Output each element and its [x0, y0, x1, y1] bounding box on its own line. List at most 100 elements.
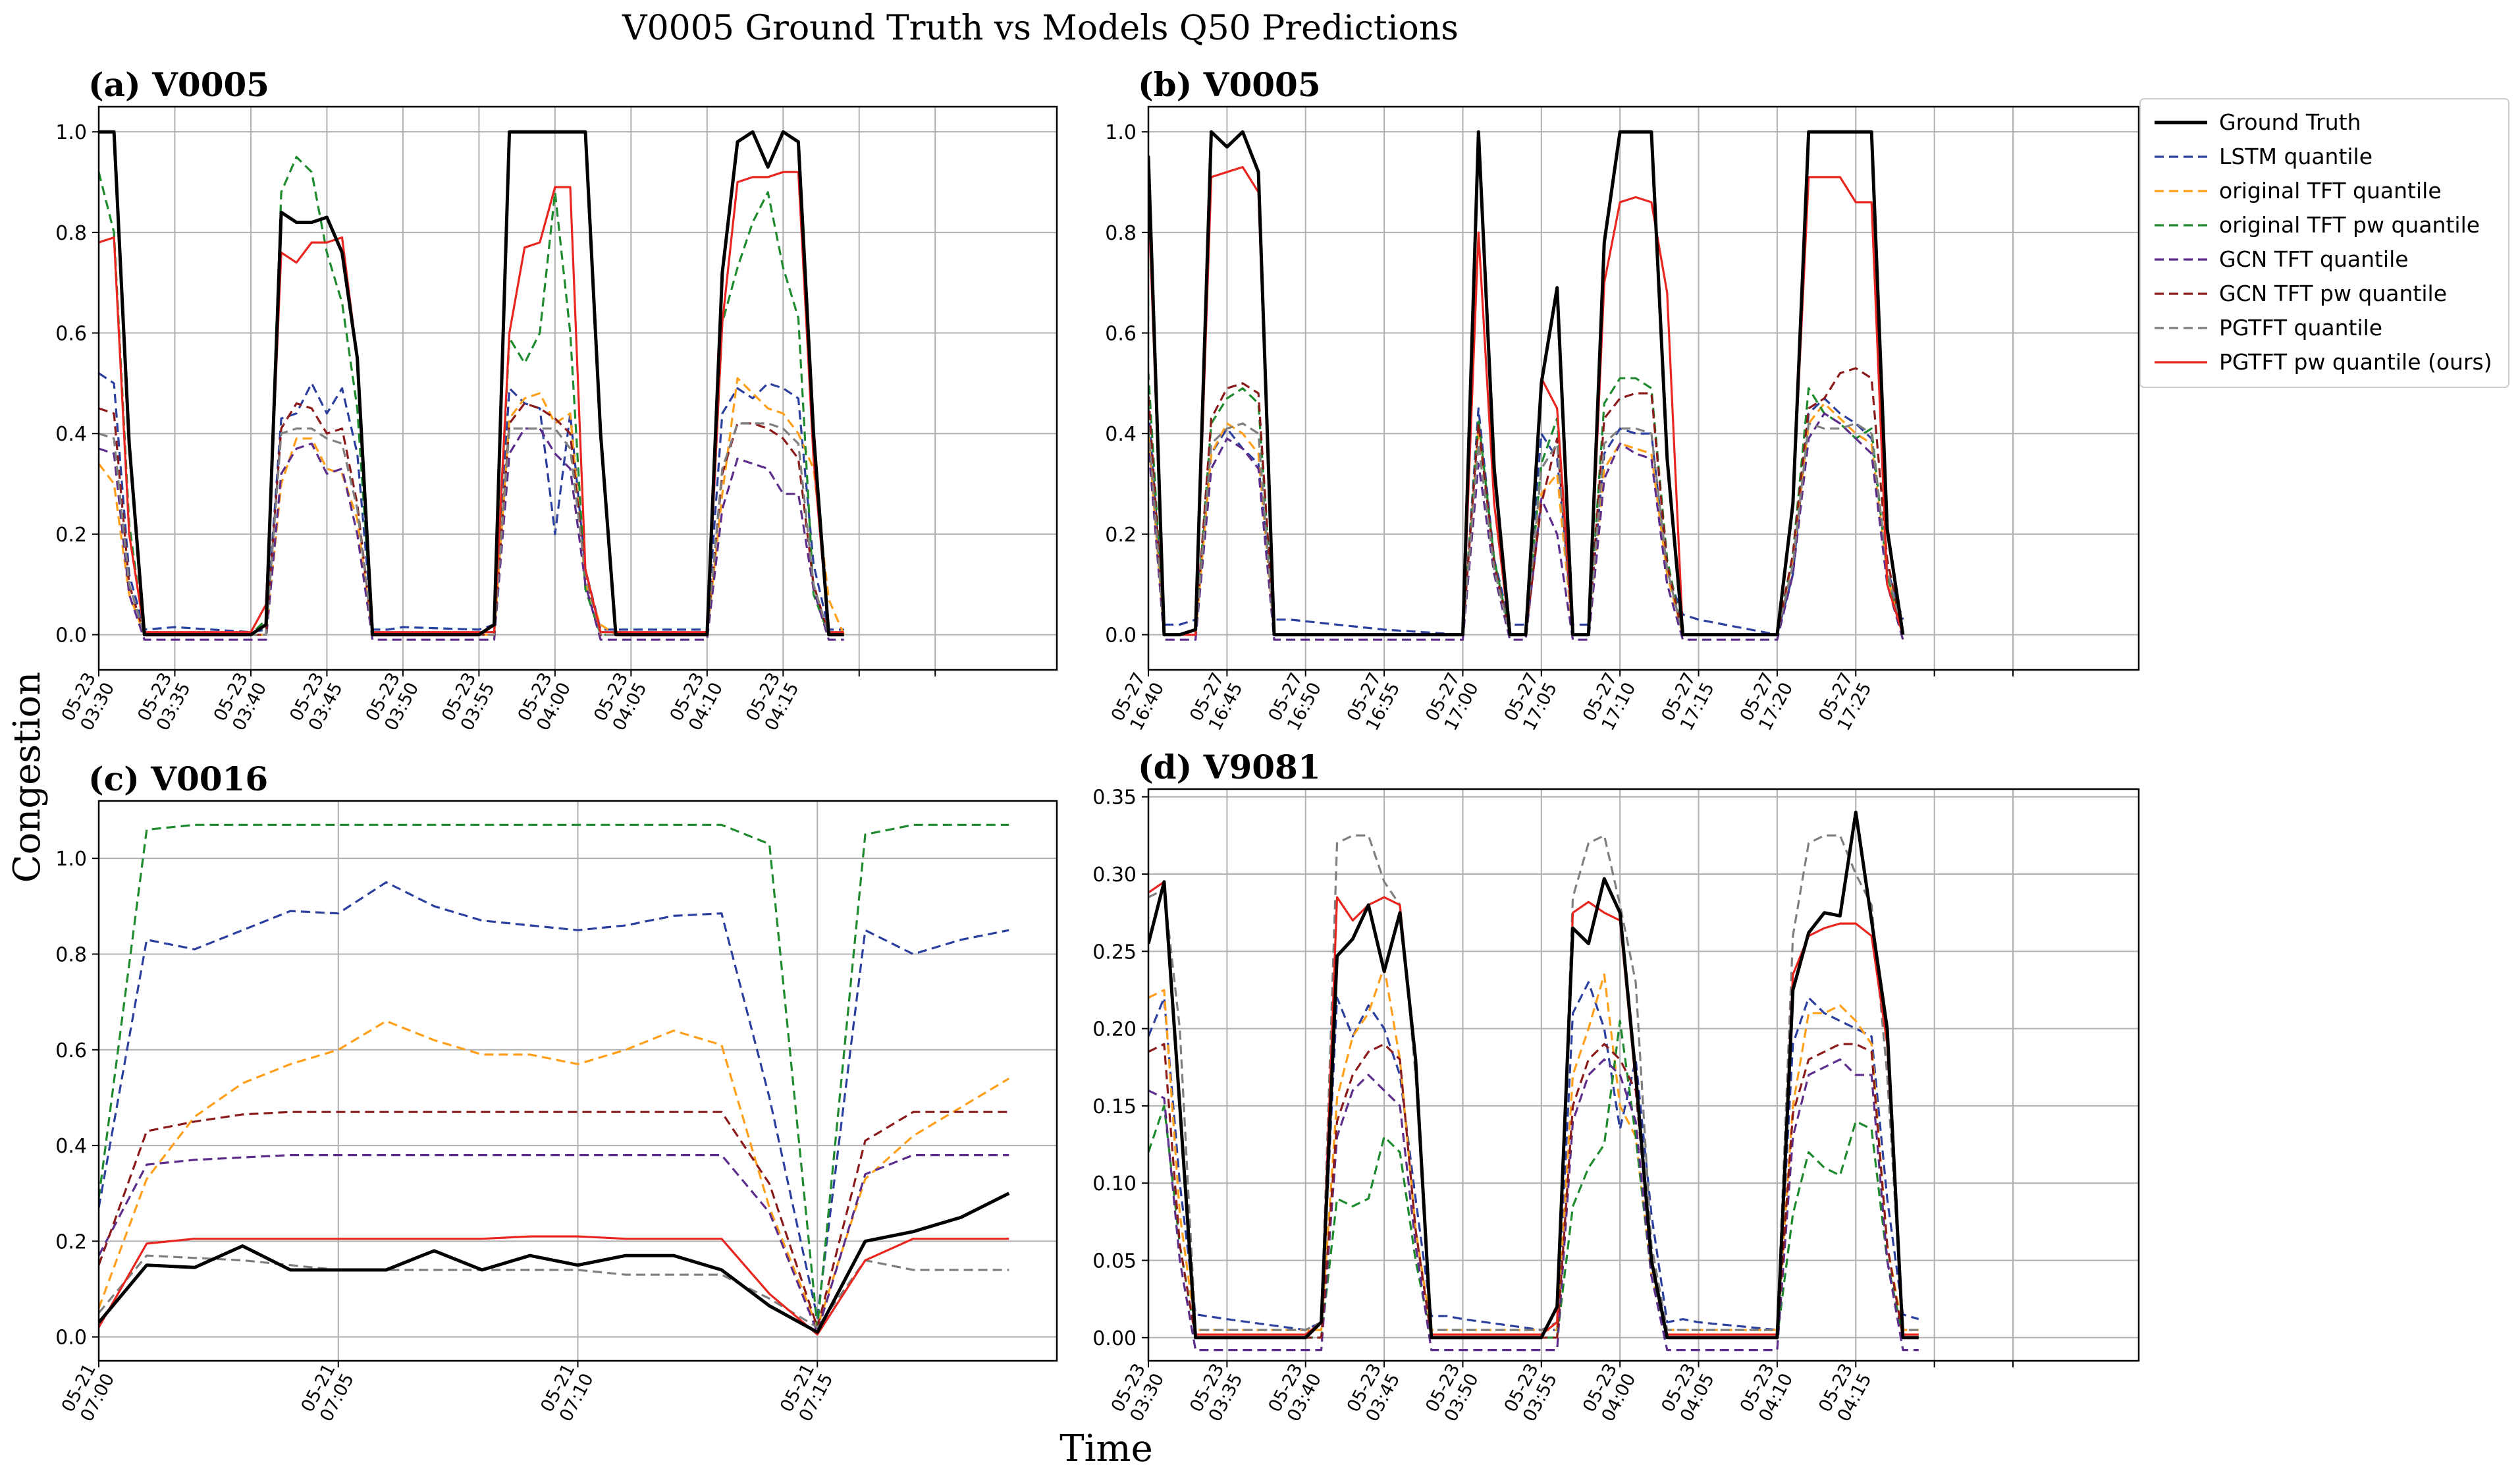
series-line-original-tft-pw-quantile	[99, 823, 1009, 1329]
y-tick-label: 0.0	[55, 624, 87, 647]
panel-title: (d) V9081	[1138, 748, 1321, 786]
axes-frame	[1147, 105, 2140, 671]
y-tick-label: 0.0	[1105, 624, 1137, 647]
series-line-original-tft-pw-quantile	[1148, 371, 1904, 636]
series-line-gcn-tft-pw-quantile	[1148, 367, 1904, 636]
series-line-lstm-quantile	[99, 881, 1009, 1319]
figure-title: V0005 Ground Truth vs Models Q50 Predict…	[622, 9, 1459, 48]
legend-label: original TFT pw quantile	[2219, 212, 2480, 238]
series-line-original-tft-quantile	[1148, 966, 1919, 1331]
series-line-gcn-tft-quantile	[99, 1153, 1009, 1334]
series-line-gcn-tft-quantile	[99, 427, 844, 641]
series-line-lstm-quantile	[1148, 397, 1904, 636]
axes-frame	[1147, 788, 2140, 1362]
series-line-ground-truth	[1148, 810, 1919, 1340]
legend-label: PGTFT quantile	[2219, 315, 2382, 341]
series-group	[1148, 130, 1905, 641]
series-line-ground-truth	[99, 130, 844, 637]
y-tick-label: 0.4	[55, 1135, 87, 1158]
y-tick-label: 1.0	[55, 848, 87, 871]
y-tick-label: 1.0	[1105, 121, 1137, 144]
series-line-pgtft-quantile	[99, 1254, 1009, 1329]
y-tick-label: 0.20	[1092, 1018, 1137, 1041]
y-axis-label: Congestion	[6, 672, 49, 883]
y-tick-label: 0.25	[1092, 941, 1137, 964]
y-tick-label: 0.30	[1092, 864, 1137, 887]
series-line-gcn-tft-quantile	[1148, 412, 1904, 641]
legend: Ground Truth LSTM quantile original TFT qu…	[2139, 98, 2509, 388]
legend-label: PGTFT pw quantile (ours)	[2219, 349, 2492, 375]
series-line-original-tft-quantile	[99, 377, 845, 636]
y-tick-label: 0.2	[1105, 524, 1137, 547]
legend-label: Ground Truth	[2219, 109, 2361, 135]
legend-label: LSTM quantile	[2219, 144, 2373, 169]
series-line-pgtft-quantile	[1148, 834, 1919, 1331]
series-group	[1148, 810, 1919, 1352]
legend-box	[2139, 98, 2509, 388]
series-line-gcn-tft-pw-quantile	[99, 402, 844, 636]
series-line-lstm-quantile	[1148, 981, 1919, 1331]
series-line-pgtft-pw-quantile-ours	[99, 1235, 1009, 1336]
axes-frame	[97, 105, 1058, 671]
y-tick-label: 0.10	[1092, 1172, 1137, 1195]
y-tick-label: 0.6	[55, 323, 87, 346]
y-tick-label: 0.8	[55, 222, 87, 245]
panel-title: (b) V0005	[1138, 65, 1321, 104]
y-tick-label: 0.6	[55, 1039, 87, 1062]
y-tick-label: 0.35	[1092, 786, 1137, 810]
y-tick-label: 0.6	[1105, 323, 1137, 346]
panel-d: 0.00 0.05 0.10 0.15 0.20 0.25 0.30 0.35 05-2303:…	[1092, 748, 2140, 1425]
series-line-lstm-quantile	[99, 372, 844, 634]
series-line-original-tft-pw-quantile	[99, 155, 844, 636]
y-tick-label: 0.05	[1092, 1250, 1137, 1273]
legend-label: GCN TFT pw quantile	[2219, 281, 2447, 306]
series-line-gcn-tft-pw-quantile	[99, 1111, 1009, 1329]
y-tick-label: 0.00	[1092, 1327, 1137, 1350]
series-line-pgtft-pw-quantile-ours	[1148, 166, 1904, 636]
y-tick-label: 0.15	[1092, 1095, 1137, 1118]
legend-label: GCN TFT quantile	[2219, 246, 2409, 272]
panel-title: (c) V0016	[88, 759, 268, 798]
series-line-gcn-tft-pw-quantile	[1148, 1043, 1919, 1339]
y-tick-label: 0.8	[55, 943, 87, 966]
y-tick-label: 0.4	[1105, 423, 1137, 446]
axes-frame	[97, 800, 1058, 1362]
series-line-pgtft-quantile	[99, 422, 844, 636]
legend-label: original TFT quantile	[2219, 178, 2442, 204]
